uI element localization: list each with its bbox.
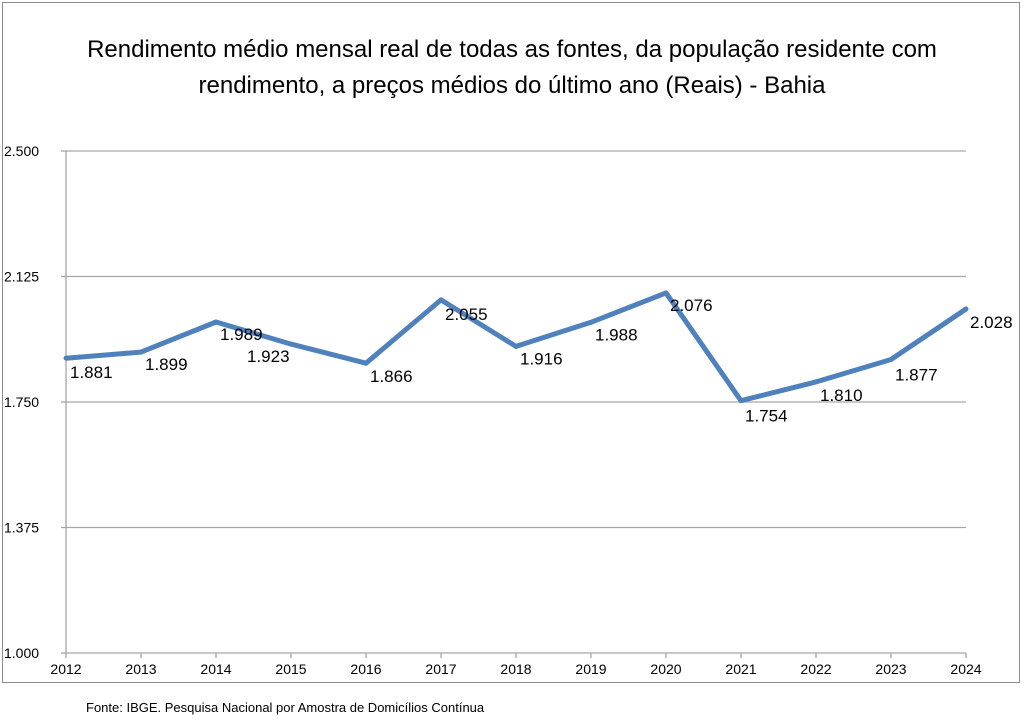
x-tick-label: 2016 <box>350 661 381 677</box>
x-tick-label: 2024 <box>950 661 981 677</box>
x-tick-label: 2012 <box>50 661 81 677</box>
data-label: 1.916 <box>520 349 563 368</box>
data-label: 1.810 <box>820 386 863 405</box>
data-point <box>888 356 894 362</box>
data-point <box>738 398 744 404</box>
chart-title-line-1: Rendimento médio mensal real de todas as… <box>87 36 937 63</box>
series-line-layer <box>63 290 969 404</box>
data-point <box>363 360 369 366</box>
data-point <box>813 379 819 385</box>
data-label: 1.877 <box>895 365 938 384</box>
source-note: Fonte: IBGE. Pesquisa Nacional por Amost… <box>86 700 485 715</box>
x-tick-label: 2019 <box>575 661 606 677</box>
x-tick-label: 2023 <box>875 661 906 677</box>
x-tick-label: 2020 <box>650 661 681 677</box>
x-tick-label: 2017 <box>425 661 456 677</box>
data-point <box>288 341 294 347</box>
x-tick-label: 2014 <box>200 661 231 677</box>
data-point <box>663 290 669 296</box>
chart-title-line-2: rendimento, a preços médios do último an… <box>198 72 826 99</box>
y-tick-label: 1.375 <box>4 520 39 536</box>
x-tick-label: 2022 <box>800 661 831 677</box>
data-point <box>63 355 69 361</box>
data-point <box>438 297 444 303</box>
data-label: 1.923 <box>247 347 290 366</box>
data-label: 1.899 <box>145 355 188 374</box>
gridlines <box>66 150 966 529</box>
data-label: 1.754 <box>745 407 788 426</box>
data-label: 1.989 <box>220 325 263 344</box>
data-point <box>213 319 219 325</box>
axes <box>61 150 967 658</box>
data-labels: 1.881 1.899 1.989 1.923 1.866 2.055 1.916 1.988… <box>70 296 1013 426</box>
x-tick-label: 2018 <box>500 661 531 677</box>
data-label: 1.988 <box>595 325 638 344</box>
data-label: 1.881 <box>70 363 113 382</box>
data-label: 1.866 <box>370 367 413 386</box>
x-tick-label: 2013 <box>125 661 156 677</box>
x-tick-label: 2015 <box>275 661 306 677</box>
y-tick-label: 2.500 <box>4 143 39 159</box>
x-tick-label: 2021 <box>725 661 756 677</box>
data-label: 2.028 <box>970 313 1013 332</box>
data-point <box>588 319 594 325</box>
y-tick-labels: 1.000 1.375 1.750 2.125 2.500 <box>4 143 39 661</box>
y-tick-label: 1.750 <box>4 394 39 410</box>
chart-title: Rendimento médio mensal real de todas as… <box>0 32 1024 104</box>
data-point <box>963 306 969 312</box>
y-tick-label: 2.125 <box>4 269 39 285</box>
x-tick-labels: 2012 2013 2014 2015 2016 2017 2018 2019 2020 2021… <box>50 661 981 677</box>
data-label: 2.076 <box>670 296 713 315</box>
data-point <box>513 343 519 349</box>
y-tick-label: 1.000 <box>4 645 39 661</box>
data-label: 2.055 <box>445 305 488 324</box>
data-point <box>138 349 144 355</box>
